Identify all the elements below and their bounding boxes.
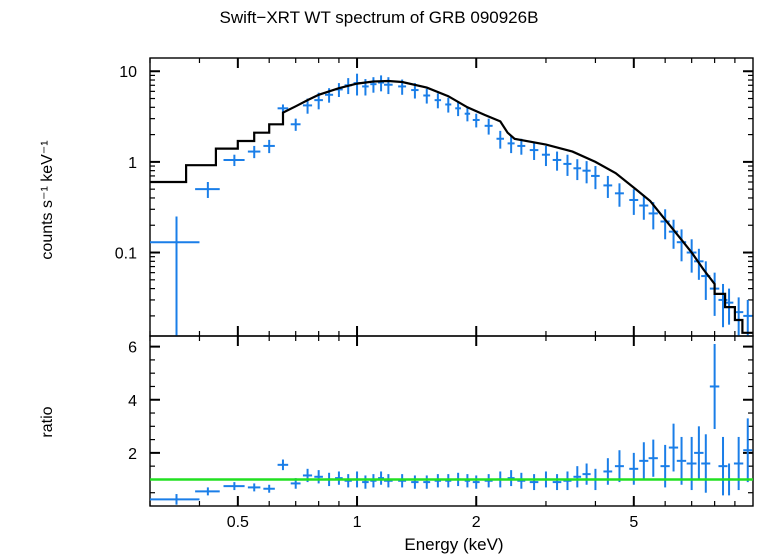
- ratio-data-point: [517, 472, 526, 489]
- ratio-data-point: [247, 483, 261, 492]
- ratio-data-point: [434, 474, 442, 488]
- spectrum-data-point: [290, 118, 301, 131]
- ratio-data-point: [686, 436, 697, 491]
- spectrum-data-point: [639, 195, 649, 220]
- ratio-plot-frame: [149, 335, 754, 507]
- ratio-data-point: [694, 426, 704, 480]
- model-curve: [150, 79, 753, 334]
- ratio-data-point: [709, 343, 720, 429]
- spectrum-data-point: [370, 77, 377, 93]
- ratio-data-point: [614, 450, 624, 483]
- ratio-data-point: [445, 474, 452, 488]
- ratio-data-point: [582, 463, 591, 485]
- x-axis-label: Energy (keV): [404, 535, 503, 554]
- spectrum-data-point: [223, 154, 245, 167]
- ratio-data-point: [223, 482, 245, 491]
- spectrum-data-point: [541, 145, 550, 167]
- spectrum-data-point: [378, 75, 385, 92]
- ratio-data-point: [660, 444, 670, 488]
- x-tick-label: 0.5: [227, 514, 249, 531]
- ratio-data-point: [639, 442, 649, 480]
- spectrum-data-point: [529, 142, 539, 160]
- spectrum-y-tick-label: 0.1: [115, 246, 137, 263]
- spectrum-data-point: [614, 183, 624, 207]
- ratio-data-point: [552, 474, 562, 491]
- spectrum-data-point: [464, 107, 471, 122]
- ratio-data-point: [701, 434, 711, 493]
- ratio-data-point: [676, 436, 687, 485]
- spectrum-data-point: [582, 161, 591, 184]
- spectrum-data-point: [150, 216, 200, 336]
- spectrum-data-point: [472, 113, 480, 128]
- ratio-data-point: [563, 471, 572, 491]
- spectrum-data-point: [434, 93, 442, 109]
- ratio-data-point: [335, 471, 343, 485]
- spectrum-data-point: [743, 299, 753, 336]
- ratio-data-point: [195, 487, 220, 496]
- spectrum-data-point: [423, 88, 431, 104]
- ratio-data-point: [668, 423, 679, 472]
- spectrum-data-point: [563, 154, 572, 176]
- ratio-data-point: [362, 475, 369, 489]
- spectrum-data-point: [660, 209, 670, 240]
- ratio-data-point: [733, 436, 744, 491]
- spectrum-data-point: [603, 175, 613, 198]
- spectrum-plot-frame: [149, 57, 754, 337]
- spectrum-data-point: [484, 118, 493, 135]
- ratio-data-point: [484, 474, 493, 488]
- spectrum-y-tick-label: 10: [119, 64, 137, 81]
- ratio-data-point: [743, 418, 753, 483]
- spectrum-data-point: [195, 181, 220, 198]
- x-tick-label: 5: [629, 514, 638, 531]
- ratio-panel: 0.5 1 2 5 2 4 6: [128, 335, 754, 531]
- ratio-data-point: [603, 458, 613, 485]
- ratio-data-point: [718, 436, 728, 496]
- x-tick-label: 2: [472, 514, 481, 531]
- ratio-data-point: [150, 494, 200, 505]
- spectrum-data-point: [552, 151, 562, 171]
- spectrum-data-point: [455, 101, 461, 117]
- ratio-data-point: [384, 474, 393, 488]
- spectrum-data-point: [247, 145, 261, 159]
- spectrum-data-point: [263, 139, 275, 154]
- ratio-y-tick-label: 4: [128, 393, 137, 410]
- ratio-data-point: [507, 470, 515, 487]
- spectrum-y-axis-label: counts s⁻¹ keV⁻¹: [39, 140, 56, 259]
- spectrum-data-point: [445, 97, 452, 113]
- ratio-data-point: [370, 474, 377, 488]
- ratio-y-tick-label: 2: [128, 446, 137, 463]
- x-tick-label: 1: [353, 514, 362, 531]
- spectrum-data-point: [591, 166, 600, 190]
- ratio-data-point: [423, 475, 431, 489]
- spectrum-panel: 0.1 1 10: [115, 57, 754, 337]
- spectrum-data-point: [573, 159, 582, 181]
- spectrum-y-tick-label: 1: [128, 155, 137, 172]
- ratio-data-point: [529, 474, 539, 491]
- ratio-data-point: [648, 439, 658, 477]
- ratio-data-point: [314, 470, 323, 484]
- ratio-y-tick-label: 6: [128, 340, 137, 357]
- ratio-data-point: [472, 475, 480, 489]
- spectrum-data-point: [496, 130, 504, 149]
- ratio-y-axis-label: ratio: [39, 406, 56, 437]
- ratio-data-point: [344, 474, 352, 488]
- spectrum-data-point: [629, 189, 639, 215]
- ratio-data-point: [464, 474, 471, 488]
- spectrum-data-point: [277, 104, 289, 113]
- ratio-data-point: [378, 471, 385, 485]
- spectrum-data-point: [507, 135, 515, 154]
- ratio-data-point: [277, 459, 289, 471]
- spectrum-data-point: [648, 202, 658, 230]
- ratio-data-point: [263, 484, 275, 493]
- ratio-data-point: [411, 475, 419, 489]
- chart-title: Swift−XRT WT spectrum of GRB 090926B: [219, 8, 539, 27]
- spectrum-data-point: [517, 138, 526, 155]
- spectrum-data-point: [384, 77, 393, 95]
- ratio-data-point: [573, 466, 582, 488]
- ratio-data-point: [398, 474, 407, 488]
